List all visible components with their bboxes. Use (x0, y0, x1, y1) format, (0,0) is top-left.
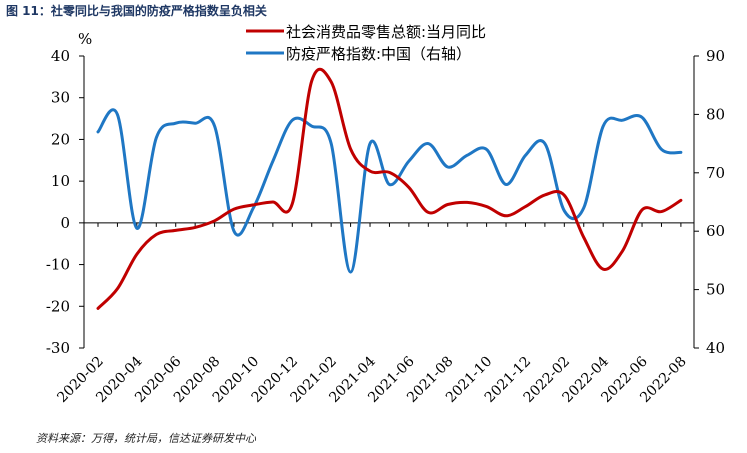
figure-title: 图 11：社零同比与我国的防疫严格指数呈负相关 (6, 4, 267, 18)
series-line-retail-sales (96, 67, 683, 310)
left-axis-unit: % (78, 30, 92, 48)
right-tick-label: 50 (706, 281, 725, 299)
left-tick-label: 30 (51, 89, 70, 107)
right-tick-label: 90 (706, 47, 725, 65)
right-y-axis: 40 50 60 70 80 90 (693, 47, 725, 357)
legend-label: 社会消费品零售总额:当月同比 (286, 23, 486, 41)
right-tick-label: 40 (706, 339, 725, 357)
left-tick-label: 20 (51, 130, 70, 148)
left-tick-label: -10 (46, 256, 70, 274)
legend-label: 防疫严格指数:中国（右轴） (286, 45, 471, 63)
series-layer (96, 67, 683, 310)
left-y-axis: -30 -20 -10 0 10 20 30 40% (46, 30, 92, 357)
left-tick-label: -30 (46, 339, 70, 357)
right-tick-label: 60 (706, 222, 725, 240)
right-tick-label: 80 (706, 105, 725, 123)
left-tick-label: 0 (60, 214, 70, 232)
series-line-epidemic-index (96, 108, 683, 274)
left-tick-label: 10 (51, 172, 70, 190)
x-axis: 2020-022020-042020-062020-082020-102020-… (54, 222, 694, 406)
left-tick-label: -20 (46, 297, 70, 315)
left-tick-label: 40 (51, 47, 70, 65)
source-note: 资料来源：万得，统计局，信达证券研发中心 (36, 432, 256, 445)
right-tick-label: 70 (706, 164, 725, 182)
